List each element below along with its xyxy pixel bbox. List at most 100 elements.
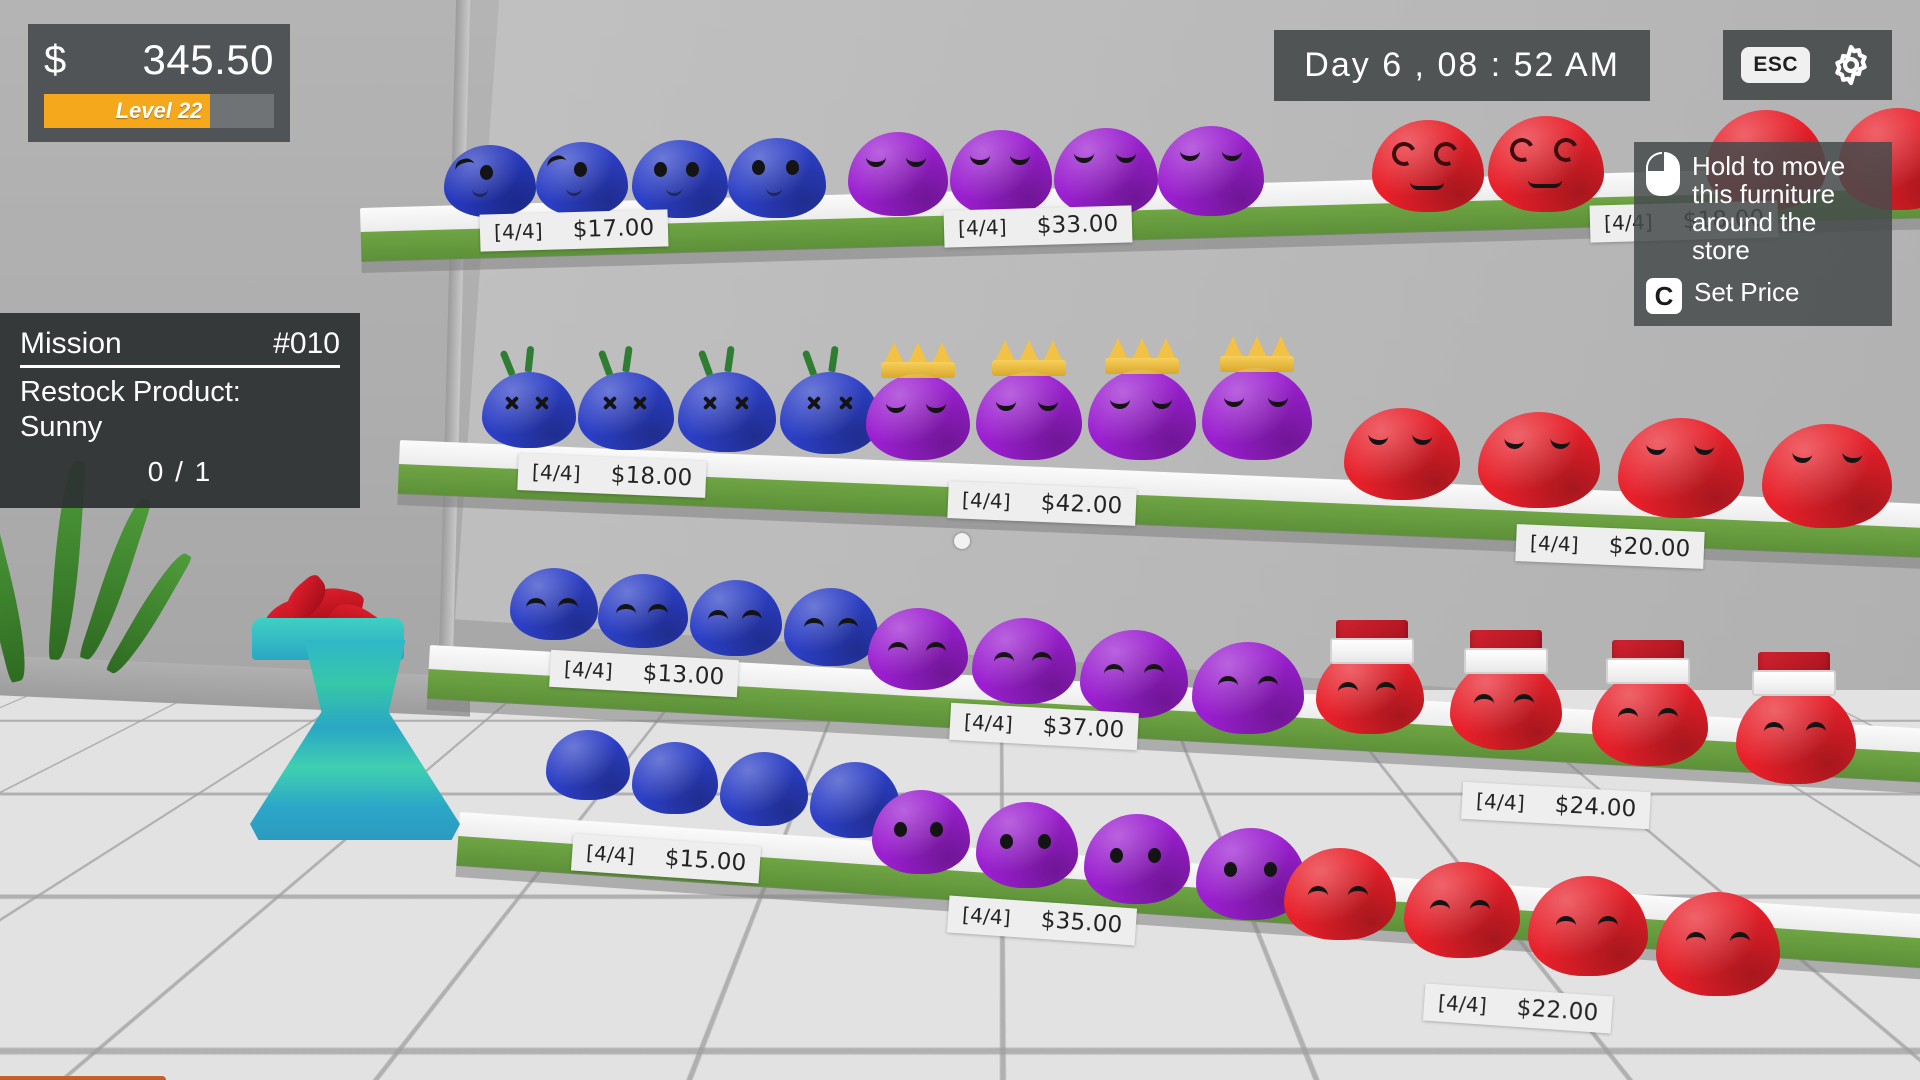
slime-eye-happy <box>1258 676 1278 687</box>
slime-purple[interactable] <box>848 132 948 216</box>
slime-red[interactable] <box>1344 408 1460 500</box>
slime-blue-sprout[interactable] <box>578 345 674 450</box>
price-tag-price: $22.00 <box>1515 994 1600 1027</box>
slime-blue[interactable] <box>632 742 718 814</box>
slime-blue[interactable] <box>720 752 808 826</box>
slime-purple[interactable] <box>1158 126 1264 216</box>
slime-shading <box>976 372 1082 460</box>
slime-blue[interactable] <box>632 140 728 218</box>
slime-purple[interactable] <box>950 130 1052 216</box>
slime-purple-crowned[interactable] <box>976 340 1082 460</box>
price-tag[interactable]: [4/4] $33.00 <box>943 205 1133 248</box>
slime-shading <box>1284 848 1396 940</box>
slime-eye-happy <box>838 618 858 629</box>
slime-blue[interactable] <box>784 588 878 666</box>
slime-red[interactable] <box>1450 660 1562 750</box>
slime-blue[interactable] <box>510 568 598 640</box>
slime-red[interactable] <box>1618 418 1744 518</box>
slime-eye-happy <box>1376 682 1396 693</box>
slime-blue[interactable] <box>728 138 826 218</box>
slime-blue-sprout[interactable] <box>678 345 776 452</box>
tooltip-price-row[interactable]: C Set Price <box>1646 278 1880 315</box>
price-tag-quantity: [4/4] <box>563 656 614 684</box>
slime-purple-crowned[interactable] <box>1202 336 1312 460</box>
slime-purple[interactable] <box>1196 828 1306 920</box>
slime-red[interactable] <box>1488 116 1604 212</box>
slime-eye-closed <box>1038 400 1058 411</box>
price-tag[interactable]: [4/4] $17.00 <box>479 209 669 252</box>
crown-icon <box>992 336 1066 376</box>
slime-eye-closed <box>906 156 926 167</box>
slime-purple[interactable] <box>1080 630 1188 718</box>
price-tag[interactable]: [4/4] $42.00 <box>947 481 1138 526</box>
slime-shading <box>1762 424 1892 528</box>
slime-purple[interactable] <box>976 802 1078 888</box>
slime-shading <box>848 132 948 216</box>
slime-shading <box>720 752 808 826</box>
slime-red[interactable] <box>1372 120 1484 212</box>
slime-purple-crowned[interactable] <box>866 342 970 460</box>
settings-panel[interactable]: ESC <box>1723 30 1892 100</box>
slime-eye-happy <box>804 618 824 629</box>
meat-tray[interactable] <box>1464 622 1548 674</box>
slime-red[interactable] <box>1656 892 1780 996</box>
slime-purple[interactable] <box>1192 642 1304 734</box>
slime-shading <box>866 374 970 460</box>
slime-shading <box>546 730 630 800</box>
potted-plant[interactable] <box>0 459 200 1080</box>
slime-shading <box>868 608 968 690</box>
slime-red[interactable] <box>1478 412 1600 508</box>
vase-body <box>250 640 460 840</box>
slime-eye-closed <box>886 402 906 413</box>
money-amount: 345.50 <box>142 36 274 83</box>
slime-purple[interactable] <box>868 608 968 690</box>
slime-eye <box>1264 862 1277 877</box>
slime-blue[interactable] <box>536 142 628 216</box>
slime-shading <box>1202 368 1312 460</box>
slime-eye-happy <box>1764 722 1784 733</box>
level-label: Level 22 <box>115 98 203 123</box>
slime-red[interactable] <box>1736 686 1856 784</box>
slime-purple[interactable] <box>872 790 970 874</box>
slime-red[interactable] <box>1284 848 1396 940</box>
slime-eye <box>480 165 493 180</box>
slime-shading <box>728 138 826 218</box>
slime-blue[interactable] <box>546 730 630 800</box>
slime-eye-happy <box>1474 694 1494 705</box>
price-tag[interactable]: [4/4] $18.00 <box>517 453 708 498</box>
slime-purple[interactable] <box>1054 128 1158 216</box>
slime-red[interactable] <box>1528 876 1648 976</box>
slime-shading <box>976 802 1078 888</box>
meat-tray[interactable] <box>1330 612 1414 664</box>
slime-eye <box>1148 848 1161 863</box>
slime-blue[interactable] <box>690 580 782 656</box>
slime-eye <box>752 160 765 175</box>
slime-red[interactable] <box>1762 424 1892 528</box>
slime-shading <box>1158 126 1264 216</box>
slime-eye-happy <box>1598 916 1618 927</box>
slime-red[interactable] <box>1592 672 1708 766</box>
slime-mouth <box>1528 176 1562 188</box>
slime-purple[interactable] <box>1084 814 1190 904</box>
slime-eye-happy <box>1218 676 1238 687</box>
slime-purple-crowned[interactable] <box>1088 338 1196 460</box>
slime-red[interactable] <box>1404 862 1520 958</box>
flower-vase[interactable] <box>0 0 480 900</box>
slime-blue-sprout[interactable] <box>780 345 880 454</box>
slime-blue[interactable] <box>444 145 536 217</box>
money-row: $ 345.50 <box>44 36 274 84</box>
meat-tray[interactable] <box>1606 632 1690 684</box>
slime-purple[interactable] <box>972 618 1076 704</box>
slime-blue-sprout[interactable] <box>482 345 576 448</box>
slime-eye-closed <box>1074 152 1094 163</box>
mission-id: #010 <box>273 327 340 360</box>
price-tag[interactable]: [4/4] $20.00 <box>1515 524 1706 569</box>
slime-eye-closed <box>866 156 886 167</box>
meat-tray[interactable] <box>1752 644 1836 696</box>
gear-icon[interactable] <box>1828 42 1874 88</box>
price-tag-price: $35.00 <box>1039 906 1124 939</box>
slime-blue[interactable] <box>598 574 688 648</box>
esc-key-badge[interactable]: ESC <box>1741 47 1810 83</box>
price-tag-quantity: [4/4] <box>961 902 1012 930</box>
slime-shading <box>482 372 576 448</box>
